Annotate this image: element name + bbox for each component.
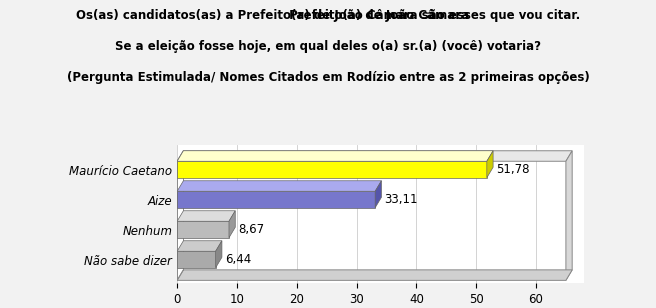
Text: Se a eleição fosse hoje, em qual deles o(a) sr.(a) (você) votaria?: Se a eleição fosse hoje, em qual deles o… <box>115 40 541 53</box>
Polygon shape <box>487 151 493 178</box>
Bar <box>177 251 216 268</box>
Polygon shape <box>177 151 572 161</box>
Text: 8,67: 8,67 <box>238 223 264 236</box>
Text: Os(as) candidatos(as) a Prefeito(a) de João Câmara são esses que vou citar.: Os(as) candidatos(as) a Prefeito(a) de J… <box>76 9 580 22</box>
Polygon shape <box>177 211 236 221</box>
Bar <box>177 161 487 178</box>
Text: Prefeito(a) de João Câmara: Prefeito(a) de João Câmara <box>186 9 470 22</box>
Text: 33,11: 33,11 <box>384 193 418 206</box>
Polygon shape <box>216 241 222 268</box>
Polygon shape <box>177 270 572 280</box>
Bar <box>177 221 229 238</box>
Text: 51,78: 51,78 <box>496 163 529 176</box>
Polygon shape <box>229 211 236 238</box>
Polygon shape <box>566 151 572 280</box>
Polygon shape <box>177 181 381 191</box>
Bar <box>177 191 375 208</box>
Polygon shape <box>177 151 493 161</box>
Polygon shape <box>375 181 381 208</box>
Text: (Pergunta Estimulada/ Nomes Citados em Rodízio entre as 2 primeiras opções): (Pergunta Estimulada/ Nomes Citados em R… <box>67 71 589 84</box>
Polygon shape <box>177 241 222 251</box>
Text: 6,44: 6,44 <box>225 253 251 266</box>
